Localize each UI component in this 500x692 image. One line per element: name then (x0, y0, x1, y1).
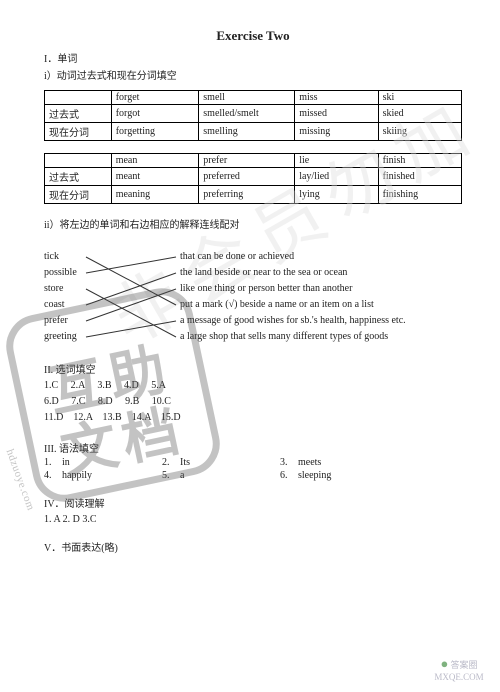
table-cell: meaning (111, 186, 199, 204)
table-cell: mean (111, 154, 199, 168)
matching-block: tickpossiblestorecoastprefergreeting tha… (44, 235, 462, 347)
fill-cell: in (62, 457, 162, 468)
table-cell: 过去式 (45, 105, 112, 123)
page-title: Exercise Two (44, 28, 462, 44)
table-cell: 过去式 (45, 168, 112, 186)
brand-url: MXQE.COM (434, 672, 483, 682)
table-cell (45, 91, 112, 105)
verb-table: meanpreferliefinish 过去式meantpreferredlay/… (44, 153, 462, 204)
table-cell: 现在分词 (45, 186, 112, 204)
match-right-item: like one thing or person better than ano… (180, 281, 480, 297)
match-left-col: tickpossiblestorecoastprefergreeting (44, 249, 114, 345)
fill-cell: sleeping (298, 470, 378, 481)
verb-table: forgetsmellmissski 过去式forgotsmelled/smelt… (44, 90, 462, 141)
table-cell: miss (295, 91, 378, 105)
match-left-item: store (44, 281, 114, 297)
table-cell: 现在分词 (45, 123, 112, 141)
section-4-answers: 1. A 2. D 3.C (44, 514, 462, 525)
table-cell: smelling (199, 123, 295, 141)
table-cell: forget (111, 91, 199, 105)
match-right-col: that can be done or achievedthe land bes… (180, 249, 480, 345)
table-cell: lie (295, 154, 378, 168)
table-cell: finishing (378, 186, 461, 204)
fill-cell: 2. (162, 457, 180, 468)
answer-line: 6.D 7.C 8.D 9.B 10.C (44, 394, 462, 410)
table-cell: prefer (199, 154, 295, 168)
section-3-heading: III. 语法填空 (44, 440, 462, 455)
table-cell: meant (111, 168, 199, 186)
worksheet-page: Exercise Two I．单词 i）动词过去式和现在分词填空 forgets… (0, 0, 500, 566)
match-left-item: tick (44, 249, 114, 265)
match-left-item: prefer (44, 313, 114, 329)
table-cell: lay/lied (295, 168, 378, 186)
table-cell: finished (378, 168, 461, 186)
match-right-item: that can be done or achieved (180, 249, 480, 265)
table-cell: skiing (378, 123, 461, 141)
brand-icon: ● 答案圈 (440, 656, 477, 672)
table-cell: lying (295, 186, 378, 204)
match-right-item: put a mark (√) beside a name or an item … (180, 297, 480, 313)
match-right-item: a message of good wishes for sb.'s healt… (180, 313, 480, 329)
fill-cell: 5. (162, 470, 180, 481)
brand-watermark: ● 答案圈 MXQE.COM (424, 656, 494, 684)
fill-cell: 1. (44, 457, 62, 468)
match-left-item: greeting (44, 329, 114, 345)
brand-text: 答案圈 (451, 660, 478, 670)
match-left-item: possible (44, 265, 114, 281)
table-cell: ski (378, 91, 461, 105)
table-cell: finish (378, 154, 461, 168)
match-left-item: coast (44, 297, 114, 313)
section-1a-heading: i）动词过去式和现在分词填空 (44, 67, 462, 82)
table-cell: preferred (199, 168, 295, 186)
answer-line: 1.C 2.A 3.B 4.D 5.A (44, 378, 462, 394)
table-cell: missed (295, 105, 378, 123)
fill-cell: happily (62, 470, 162, 481)
match-right-item: the land beside or near to the sea or oc… (180, 265, 480, 281)
section-1b-heading: ii）将左边的单词和右边相应的解释连线配对 (44, 216, 462, 231)
match-right-item: a large shop that sells many different t… (180, 329, 480, 345)
fill-cell: 3. (280, 457, 298, 468)
answer-line: 11.D 12.A 13.B 14.A 15.D (44, 410, 462, 426)
section-2-answers: 1.C 2.A 3.B 4.D 5.A6.D 7.C 8.D 9.B 10.C1… (44, 378, 462, 426)
table-cell: smell (199, 91, 295, 105)
fill-cell: 6. (280, 470, 298, 481)
fill-cell: meets (298, 457, 378, 468)
section-2-heading: II. 选词填空 (44, 361, 462, 376)
verb-tables: forgetsmellmissski过去式forgotsmelled/smelt… (44, 90, 462, 204)
fill-cell: Its (180, 457, 280, 468)
section-3-answers: 1.in2.Its3.meets 4.happily5.a6.sleeping (44, 457, 462, 481)
table-cell: missing (295, 123, 378, 141)
table-cell (45, 154, 112, 168)
table-cell: forgetting (111, 123, 199, 141)
fill-cell: 4. (44, 470, 62, 481)
table-cell: smelled/smelt (199, 105, 295, 123)
table-cell: preferring (199, 186, 295, 204)
table-cell: forgot (111, 105, 199, 123)
section-5-heading: V．书面表达(略) (44, 539, 462, 554)
section-1-heading: I．单词 (44, 50, 462, 65)
fill-cell: a (180, 470, 280, 481)
table-cell: skied (378, 105, 461, 123)
section-4-heading: IV．阅读理解 (44, 495, 462, 510)
